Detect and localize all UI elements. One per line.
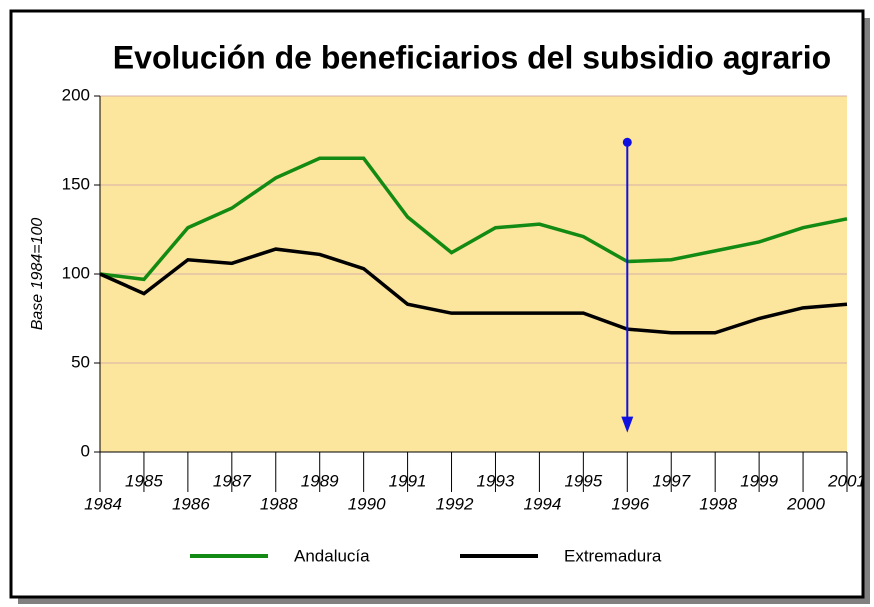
- chart-title: Evolución de beneficiarios del subsidio …: [113, 39, 831, 75]
- x-tick-label: 2000: [786, 494, 825, 513]
- x-tick-label: 1991: [389, 471, 427, 490]
- series-line: [99, 247, 848, 335]
- x-tick-label: 1996: [611, 494, 649, 513]
- y-tick-label: 100: [62, 263, 90, 282]
- x-tick-label: 2001: [827, 471, 866, 490]
- y-tick-label: 50: [71, 352, 90, 371]
- x-tick-label: 1995: [564, 471, 602, 490]
- x-tick-label: 1997: [652, 471, 690, 490]
- y-tick-label: 200: [62, 85, 90, 104]
- series-line: [99, 156, 848, 282]
- x-tick-label: 1985: [125, 471, 163, 490]
- y-tick-label: 0: [81, 441, 90, 460]
- annotation-dot: [622, 137, 632, 147]
- x-tick-label: 1986: [172, 494, 210, 513]
- y-axis-label: Base 1984=100: [29, 218, 46, 331]
- y-tick-label: 150: [62, 174, 90, 193]
- x-tick-label: 1984: [84, 494, 122, 513]
- x-tick-label: 1993: [477, 471, 515, 490]
- x-tick-label: 1989: [301, 471, 339, 490]
- annotation-arrowhead: [621, 416, 634, 433]
- legend-label: Extremadura: [564, 546, 662, 565]
- x-tick-label: 1998: [699, 494, 737, 513]
- x-tick-label: 1994: [523, 494, 561, 513]
- legend-label: Andalucía: [294, 546, 370, 565]
- x-tick-label: 1992: [436, 494, 474, 513]
- x-tick-label: 1988: [260, 494, 298, 513]
- x-tick-label: 1990: [348, 494, 386, 513]
- x-tick-label: 1987: [213, 471, 251, 490]
- x-tick-label: 1999: [740, 471, 778, 490]
